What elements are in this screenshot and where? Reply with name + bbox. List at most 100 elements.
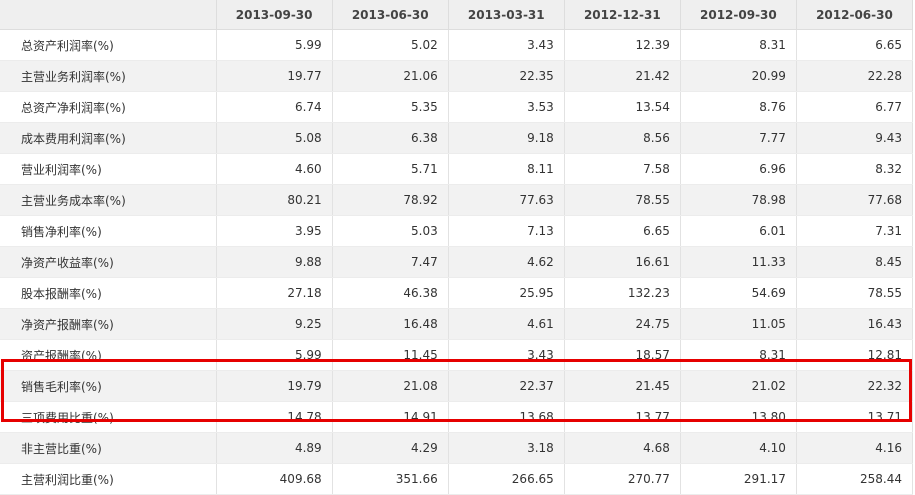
- table-cell: 54.69: [680, 277, 797, 309]
- table-cell: 20.99: [680, 60, 797, 92]
- table-cell: 5.35: [332, 91, 449, 123]
- table-cell: 6.77: [796, 91, 914, 123]
- table-cell: 9.88: [216, 246, 333, 278]
- table-cell: 21.08: [332, 370, 449, 402]
- table-cell: 6.65: [796, 29, 914, 61]
- row-label: 主营利润比重(%): [0, 463, 217, 495]
- table-cell: 22.32: [796, 370, 914, 402]
- table-cell: 4.16: [796, 432, 914, 464]
- table-cell: 5.99: [216, 339, 333, 371]
- table-cell: 46.38: [332, 277, 449, 309]
- table-cell: 16.43: [796, 308, 914, 340]
- table-cell: 13.54: [564, 91, 681, 123]
- table-row: 资产报酬率(%) 5.99 11.45 3.43 18.57 8.31 12.81: [0, 339, 914, 371]
- table-cell: 5.03: [332, 215, 449, 247]
- table-cell: 21.42: [564, 60, 681, 92]
- table-cell: 8.32: [796, 153, 914, 185]
- table-cell: 78.55: [564, 184, 681, 216]
- table-cell: 11.33: [680, 246, 797, 278]
- row-label: 销售净利率(%): [0, 215, 217, 247]
- table-cell: 8.31: [680, 29, 797, 61]
- table-cell: 12.81: [796, 339, 914, 371]
- table-row: 销售毛利率(%) 19.79 21.08 22.37 21.45 21.02 22.32: [0, 370, 914, 402]
- table-row: 销售净利率(%) 3.95 5.03 7.13 6.65 6.01 7.31: [0, 215, 914, 247]
- table-row: 成本费用利润率(%) 5.08 6.38 9.18 8.56 7.77 9.43: [0, 122, 914, 154]
- row-label: 资产报酬率(%): [0, 339, 217, 371]
- table-cell: 4.10: [680, 432, 797, 464]
- table-cell: 7.13: [448, 215, 565, 247]
- table-cell: 5.02: [332, 29, 449, 61]
- row-label: 营业利润率(%): [0, 153, 217, 185]
- table-cell: 21.45: [564, 370, 681, 402]
- table-cell: 77.63: [448, 184, 565, 216]
- table-cell: 13.71: [796, 401, 914, 433]
- table-cell: 4.89: [216, 432, 333, 464]
- column-header[interactable]: 2012-06-30: [796, 0, 914, 30]
- table-cell: 266.65: [448, 463, 565, 495]
- row-label: 总资产净利润率(%): [0, 91, 217, 123]
- table-row: 三项费用比重(%) 14.78 14.91 13.68 13.77 13.80 13.71: [0, 401, 914, 433]
- table-cell: 8.11: [448, 153, 565, 185]
- header-corner: [0, 0, 217, 30]
- column-header[interactable]: 2013-09-30: [216, 0, 333, 30]
- table-cell: 3.43: [448, 339, 565, 371]
- table-cell: 270.77: [564, 463, 681, 495]
- table-cell: 19.77: [216, 60, 333, 92]
- table-cell: 7.58: [564, 153, 681, 185]
- table-cell: 351.66: [332, 463, 449, 495]
- column-header[interactable]: 2013-06-30: [332, 0, 449, 30]
- table-row: 非主营比重(%) 4.89 4.29 3.18 4.68 4.10 4.16: [0, 432, 914, 464]
- table-cell: 4.68: [564, 432, 681, 464]
- table-cell: 13.80: [680, 401, 797, 433]
- row-label: 总资产利润率(%): [0, 29, 217, 61]
- table-row: 主营业务利润率(%) 19.77 21.06 22.35 21.42 20.99 22.28: [0, 60, 914, 92]
- table-cell: 22.35: [448, 60, 565, 92]
- table-cell: 5.08: [216, 122, 333, 154]
- table-cell: 9.18: [448, 122, 565, 154]
- table-cell: 80.21: [216, 184, 333, 216]
- table-cell: 4.62: [448, 246, 565, 278]
- table-cell: 18.57: [564, 339, 681, 371]
- table-cell: 16.48: [332, 308, 449, 340]
- row-label: 非主营比重(%): [0, 432, 217, 464]
- table-row: 总资产利润率(%) 5.99 5.02 3.43 12.39 8.31 6.65: [0, 29, 914, 61]
- table-cell: 3.43: [448, 29, 565, 61]
- table-cell: 77.68: [796, 184, 914, 216]
- table-cell: 78.98: [680, 184, 797, 216]
- row-label: 销售毛利率(%): [0, 370, 217, 402]
- header-row: 2013-09-30 2013-06-30 2013-03-31 2012-12…: [0, 0, 914, 30]
- column-header[interactable]: 2012-09-30: [680, 0, 797, 30]
- row-label: 股本报酬率(%): [0, 277, 217, 309]
- table-cell: 409.68: [216, 463, 333, 495]
- table-cell: 27.18: [216, 277, 333, 309]
- row-label: 净资产收益率(%): [0, 246, 217, 278]
- column-header[interactable]: 2012-12-31: [564, 0, 681, 30]
- table-cell: 14.91: [332, 401, 449, 433]
- table-cell: 11.05: [680, 308, 797, 340]
- table-cell: 16.61: [564, 246, 681, 278]
- table-row: 总资产净利润率(%) 6.74 5.35 3.53 13.54 8.76 6.77: [0, 91, 914, 123]
- table-cell: 11.45: [332, 339, 449, 371]
- table-cell: 25.95: [448, 277, 565, 309]
- row-label: 净资产报酬率(%): [0, 308, 217, 340]
- table-cell: 4.29: [332, 432, 449, 464]
- table-cell: 13.77: [564, 401, 681, 433]
- table-cell: 9.25: [216, 308, 333, 340]
- table-cell: 6.74: [216, 91, 333, 123]
- column-header[interactable]: 2013-03-31: [448, 0, 565, 30]
- table-cell: 22.37: [448, 370, 565, 402]
- table-cell: 13.68: [448, 401, 565, 433]
- table-cell: 12.39: [564, 29, 681, 61]
- table-row: 净资产收益率(%) 9.88 7.47 4.62 16.61 11.33 8.45: [0, 246, 914, 278]
- table-cell: 5.99: [216, 29, 333, 61]
- table-cell: 78.92: [332, 184, 449, 216]
- table-cell: 6.38: [332, 122, 449, 154]
- table-cell: 78.55: [796, 277, 914, 309]
- table-cell: 6.96: [680, 153, 797, 185]
- table-cell: 21.06: [332, 60, 449, 92]
- table-cell: 5.71: [332, 153, 449, 185]
- row-label: 主营业务成本率(%): [0, 184, 217, 216]
- table-cell: 9.43: [796, 122, 914, 154]
- table-cell: 21.02: [680, 370, 797, 402]
